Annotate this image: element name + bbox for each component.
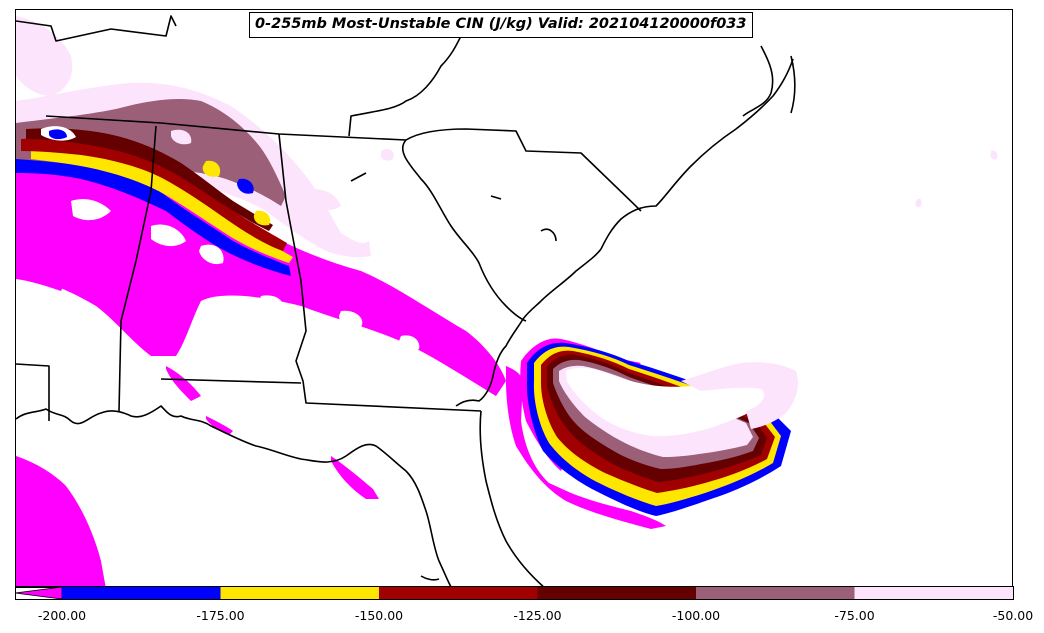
field-gaps [71,199,420,351]
chesapeake [742,45,774,117]
state-line-6 [405,128,642,212]
colorbar-bin-5 [854,587,1013,599]
colorbar-tick-label: -75.00 [834,608,875,623]
bay-islands [350,172,557,242]
colorbar [15,586,1014,600]
florida-coast [455,300,545,587]
colorbar-tick-label: -50.00 [992,608,1034,623]
colorbar-bin-2 [379,587,538,599]
colorbar-extend-triangle [15,586,63,600]
colorbar-tick-label: -200.00 [37,608,87,623]
colorbar-bin-0 [62,587,221,599]
coastline [16,405,453,587]
colorbar-bin-1 [220,587,379,599]
state-line-9 [348,35,462,137]
scattered-blobs [16,16,998,211]
outer-banks [790,55,796,114]
colorbar-bin-3 [537,587,696,599]
state-line-7 [401,139,527,322]
state-line-5 [160,378,302,384]
map-panel [15,9,1013,588]
colorbar-tick-label: -150.00 [354,608,404,623]
cin-map [16,15,998,587]
colorbar-tick-label: -125.00 [513,608,562,623]
state-line-3 [118,125,157,412]
boundaries [16,15,796,587]
atlantic-cin-cluster [520,338,798,516]
colorbar-bin-4 [696,587,855,599]
nw-cin-cluster [16,82,371,276]
map-title: 0-255mb Most-Unstable CIN (J/kg) Valid: … [249,12,753,38]
colorbar-tick-label: -100.00 [671,608,721,623]
state-line-2 [45,115,407,141]
state-line-1 [16,363,50,421]
state-line-4 [278,133,482,412]
colorbar-tick-label: -175.00 [196,608,245,623]
atlantic-coast [540,58,794,302]
state-line-8 [16,15,177,42]
gulf-islands [420,575,440,581]
